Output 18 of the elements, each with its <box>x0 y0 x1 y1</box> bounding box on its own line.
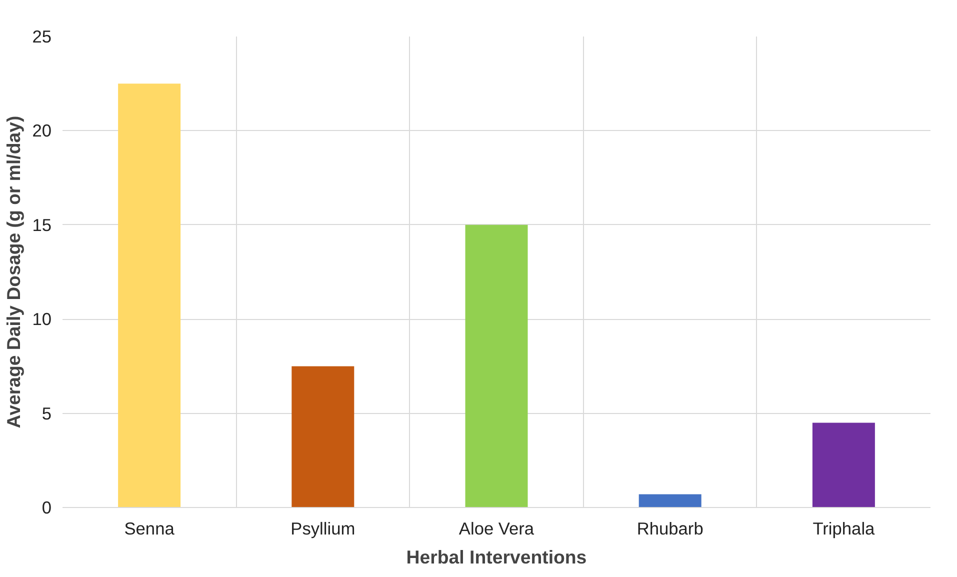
bar <box>812 422 875 508</box>
x-tick-label: Aloe Vera <box>458 518 534 538</box>
x-tick-label: Senna <box>124 518 175 538</box>
x-axis-title: Herbal Interventions <box>406 546 587 568</box>
y-tick-label: 20 <box>32 120 52 141</box>
bar <box>292 366 354 508</box>
bar <box>465 224 528 508</box>
y-tick-label: 25 <box>32 26 52 46</box>
x-tick-label: Triphala <box>812 518 876 538</box>
bar <box>118 84 181 508</box>
y-tick-label: 10 <box>32 309 52 330</box>
x-tick-label: Rhubarb <box>636 518 704 538</box>
x-tick-label: Psyllium <box>290 518 356 538</box>
y-tick-label: 5 <box>42 403 52 424</box>
y-tick-label: 0 <box>42 498 52 518</box>
bar <box>638 494 702 508</box>
y-tick-label: 15 <box>32 214 52 235</box>
y-axis-title: Average Daily Dosage (g or ml/day) <box>3 116 24 428</box>
